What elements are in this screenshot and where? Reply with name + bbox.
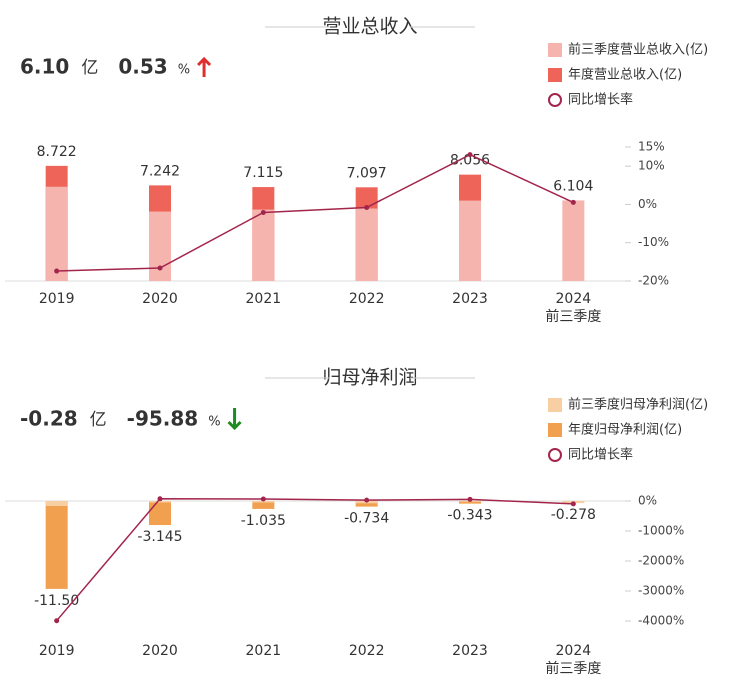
data-label: 7.242: [140, 163, 180, 179]
legend-marker: [548, 43, 562, 57]
x-tick-label: 2019: [39, 291, 75, 307]
y2-tick-label: -1000%: [638, 524, 684, 538]
x-tick-label: 2020: [142, 291, 178, 307]
bar: [45, 501, 68, 506]
bar: [355, 208, 378, 281]
y2-tick-label: 0%: [638, 494, 657, 508]
data-label: -11.50: [34, 593, 79, 609]
legend-marker: [548, 448, 562, 462]
y2-tick-label: -20%: [638, 274, 669, 288]
growth-point: [570, 199, 576, 205]
data-label: -0.278: [551, 507, 596, 523]
x-tick-label: 2023: [452, 643, 488, 659]
legend-label: 年度归母净利润(亿): [568, 422, 682, 438]
legend-marker: [548, 423, 562, 437]
x-tick-label: 2020: [142, 643, 178, 659]
x-tick-label: 2021: [246, 291, 282, 307]
y2-tick-label: -10%: [638, 235, 669, 249]
summary-unit: 亿: [81, 58, 98, 78]
y2-tick-label: -4000%: [638, 614, 684, 628]
data-label: 8.056: [450, 153, 490, 169]
bar: [252, 209, 275, 281]
y2-tick-label: -2000%: [638, 554, 684, 568]
chart-title: 归母净利润: [322, 367, 417, 389]
growth-point: [157, 496, 163, 502]
legend-label: 同比增长率: [568, 92, 633, 108]
data-label: -0.343: [447, 508, 492, 524]
growth-point: [570, 501, 576, 507]
bar: [45, 501, 68, 589]
x-tick-label: 2019: [39, 643, 75, 659]
growth-line: [56, 153, 574, 272]
bar: [252, 501, 275, 509]
x-tick-label: 2021: [246, 643, 282, 659]
bar: [459, 501, 481, 504]
growth-point: [157, 265, 163, 271]
bar: [459, 200, 481, 281]
bar: [252, 501, 275, 503]
y2-tick-label: -3000%: [638, 584, 684, 598]
growth-point: [467, 152, 473, 158]
summary-pct-unit: %: [178, 63, 190, 78]
summary-value: 6.10: [20, 55, 69, 79]
data-label: 6.104: [553, 178, 593, 194]
chart-title: 营业总收入: [322, 16, 417, 38]
summary-pct-unit: %: [208, 415, 220, 430]
y2-tick-label: 15%: [638, 140, 665, 154]
legend-marker: [548, 93, 562, 107]
bar: [355, 501, 378, 507]
trend-arrow: [227, 408, 242, 431]
growth-point: [54, 268, 60, 274]
legend-label: 前三季度营业总收入(亿): [568, 42, 708, 58]
x-tick-note: 前三季度: [545, 660, 601, 677]
bar: [149, 211, 171, 281]
legend-marker: [548, 68, 562, 82]
growth-point: [364, 204, 370, 210]
bar: [562, 200, 585, 281]
x-tick-label: 2022: [349, 643, 385, 659]
data-label: -1.035: [241, 513, 286, 529]
bar: [149, 501, 171, 526]
data-label: 7.097: [347, 165, 387, 181]
trend-arrow: [197, 56, 212, 77]
bar: [149, 501, 171, 503]
growth-point: [467, 496, 473, 502]
growth-point: [364, 497, 370, 503]
legend-label: 前三季度归母净利润(亿): [568, 397, 708, 413]
y2-tick-label: 10%: [638, 159, 665, 173]
x-tick-label: 2022: [349, 291, 385, 307]
data-label: 8.722: [37, 144, 77, 160]
summary-value: -0.28: [20, 407, 78, 431]
growth-point: [260, 496, 266, 502]
x-tick-label: 2024: [556, 643, 592, 659]
summary-pct: 0.53: [118, 55, 167, 79]
y2-tick-label: 0%: [638, 197, 657, 211]
legend-label: 同比增长率: [568, 447, 633, 463]
x-tick-note: 前三季度: [545, 308, 601, 325]
x-tick-label: 2024: [556, 291, 592, 307]
growth-point: [260, 209, 266, 215]
growth-line: [56, 498, 574, 622]
bar: [45, 186, 68, 281]
growth-point: [54, 618, 60, 624]
x-tick-label: 2023: [452, 291, 488, 307]
summary-pct: -95.88: [127, 407, 199, 431]
summary-unit: 亿: [90, 410, 107, 430]
legend-marker: [548, 398, 562, 412]
data-label: -0.734: [344, 511, 389, 527]
data-label: 7.115: [243, 165, 283, 181]
legend-label: 年度营业总收入(亿): [568, 67, 682, 83]
data-label: -3.145: [137, 529, 182, 545]
